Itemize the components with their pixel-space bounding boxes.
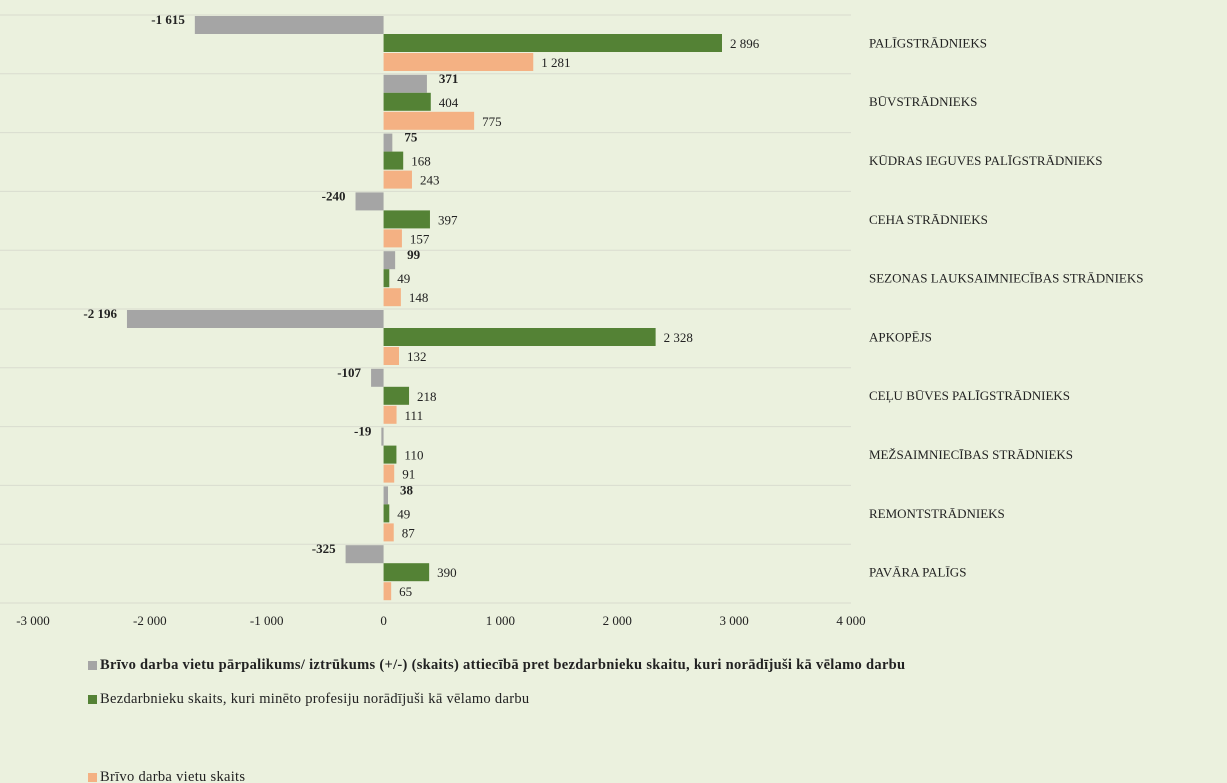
data-label: -19 xyxy=(354,424,372,439)
x-tick-label: 1 000 xyxy=(486,613,515,628)
data-label: 218 xyxy=(417,389,437,404)
x-tick-label: 4 000 xyxy=(836,613,865,628)
bar xyxy=(194,16,384,34)
data-label: 404 xyxy=(439,95,459,110)
legend-swatch xyxy=(88,695,97,704)
data-label: 110 xyxy=(404,448,423,463)
bar xyxy=(383,445,397,464)
data-label: -107 xyxy=(337,365,361,380)
bar xyxy=(383,92,431,111)
data-label: 157 xyxy=(410,231,430,246)
bar xyxy=(383,504,390,523)
legend-label: Brīvo darba vietu skaits xyxy=(100,769,246,783)
bar xyxy=(383,151,404,170)
bar xyxy=(383,229,402,248)
bar xyxy=(381,427,384,446)
bar xyxy=(383,347,399,365)
data-label: -2 196 xyxy=(83,306,117,321)
category-label: SEZONAS LAUKSAIMNIECĪBAS STRĀDNIEKS xyxy=(869,271,1143,286)
bar xyxy=(383,582,392,601)
data-label: 49 xyxy=(397,271,410,286)
data-label: 243 xyxy=(420,173,440,188)
x-tick-label: 3 000 xyxy=(720,613,749,628)
chart: -3 000 -2 000 -1 000 0 1 000 2 000 3 000 4 000 P… xyxy=(0,12,1143,628)
legend-swatch xyxy=(88,661,97,670)
bar xyxy=(383,523,394,542)
legend-label: Bezdarbnieku skaits, kuri minēto profesi… xyxy=(100,691,530,707)
data-label: 132 xyxy=(407,349,427,364)
bar xyxy=(355,192,384,211)
bar xyxy=(383,170,412,189)
category-label: CEĻU BŪVES PALĪGSTRĀDNIEKS xyxy=(869,388,1070,403)
bar xyxy=(371,368,384,387)
data-label: -1 615 xyxy=(151,12,185,27)
bar xyxy=(126,310,384,328)
data-label: 1 281 xyxy=(541,55,570,70)
data-label: 91 xyxy=(402,467,415,482)
legend-swatch xyxy=(88,773,97,782)
bar xyxy=(383,486,389,505)
x-tick-label: -1 000 xyxy=(250,613,284,628)
data-label: -240 xyxy=(322,188,346,203)
bar xyxy=(383,464,395,483)
x-tick-label: -3 000 xyxy=(16,613,50,628)
data-label: 371 xyxy=(439,71,459,86)
category-label: PAVĀRA PALĪGS xyxy=(869,565,966,580)
bar xyxy=(383,405,397,424)
x-tick-label: -2 000 xyxy=(133,613,167,628)
x-tick-label: 2 000 xyxy=(603,613,632,628)
category-label: REMONTSTRĀDNIEKS xyxy=(869,506,1005,521)
category-label: KŪDRAS IEGUVES PALĪGSTRĀDNIEKS xyxy=(869,153,1103,168)
bar xyxy=(383,269,390,288)
bar xyxy=(383,111,475,130)
legend-item: Brīvo darba vietu pārpalikums/ iztrūkums… xyxy=(88,655,1030,676)
data-label: 65 xyxy=(399,584,412,599)
data-label: 390 xyxy=(437,565,457,580)
data-label: 2 328 xyxy=(664,330,693,345)
bar xyxy=(383,34,722,52)
bar xyxy=(383,74,427,93)
data-label: 775 xyxy=(482,114,502,129)
data-label: 38 xyxy=(400,482,414,497)
data-label: 99 xyxy=(407,247,421,262)
data-label: 111 xyxy=(405,408,424,423)
data-label: 87 xyxy=(402,525,416,540)
legend-item: Bezdarbnieku skaits, kuri minēto profesi… xyxy=(88,689,1030,710)
bar xyxy=(383,133,393,152)
data-label: 148 xyxy=(409,290,429,305)
category-label: APKOPĒJS xyxy=(869,329,932,344)
data-label: 397 xyxy=(438,212,458,227)
bar xyxy=(383,386,410,405)
data-label: 49 xyxy=(397,506,410,521)
bar xyxy=(383,328,656,346)
data-label: 75 xyxy=(404,130,418,145)
bar xyxy=(383,563,430,582)
category-label: PALĪGSTRĀDNIEKS xyxy=(869,35,987,50)
bar xyxy=(345,545,384,564)
x-tick-label: 0 xyxy=(380,613,387,628)
legend-label: Brīvo darba vietu pārpalikums/ iztrūkums… xyxy=(100,657,906,673)
data-label: 2 896 xyxy=(730,36,760,51)
category-label: CEHA STRĀDNIEKS xyxy=(869,212,988,227)
category-label: MEŽSAIMNIECĪBAS STRĀDNIEKS xyxy=(869,447,1073,462)
bar xyxy=(383,251,396,270)
category-label: BŪVSTRĀDNIEKS xyxy=(869,94,977,109)
bar xyxy=(383,210,430,229)
bar xyxy=(383,288,401,307)
data-label: -325 xyxy=(312,541,336,556)
legend-item: Brīvo darba vietu skaits xyxy=(88,767,1030,783)
data-label: 168 xyxy=(411,154,431,169)
bar xyxy=(383,53,534,71)
